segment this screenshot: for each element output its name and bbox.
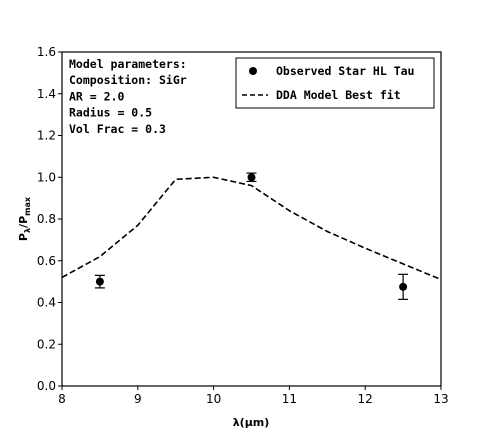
- x-tick-label: 13: [433, 392, 448, 406]
- model-parameters-annotation: Model parameters: Composition: SiGr AR = 2…: [69, 57, 187, 136]
- legend-label-model: DDA Model Best fit: [276, 88, 401, 102]
- y-tick-label: 0.0: [37, 379, 56, 393]
- y-tick-label: 0.4: [37, 296, 56, 310]
- legend-label-observed: Observed Star HL Tau: [276, 64, 414, 78]
- annotation-line: Vol Frac = 0.3: [69, 122, 166, 136]
- x-tick-label: 11: [282, 392, 297, 406]
- y-tick-label: 1.4: [37, 87, 56, 101]
- y-label-main: P: [17, 233, 30, 241]
- y-tick-label: 1.0: [37, 170, 56, 184]
- plot-frame: [61, 51, 442, 387]
- x-axis-label: λ(μm): [233, 416, 270, 429]
- observed-points-series: [94, 172, 409, 300]
- annotation-line: AR = 2.0: [69, 89, 124, 103]
- y-tick-label: 0.2: [37, 337, 56, 351]
- y-axis-ticks: 0.0 0.2 0.4 0.6 0.8 1.0 1.2 1.4 1.6: [37, 45, 62, 393]
- x-tick-label: 12: [358, 392, 373, 406]
- x-tick-label: 8: [58, 392, 66, 406]
- y-tick-label: 1.6: [37, 45, 56, 59]
- legend-box: [235, 57, 435, 109]
- y-tick-label: 0.8: [37, 212, 56, 226]
- y-label-sub2: max: [23, 196, 32, 216]
- annotation-line: Composition: SiGr: [69, 73, 187, 87]
- legend-marker-observed: [249, 67, 257, 75]
- y-label-sep: /P: [17, 216, 30, 228]
- y-axis-label: Pλ/Pmax: [17, 196, 32, 241]
- x-axis-ticks: 8 9 10 11 12 13: [58, 386, 449, 406]
- x-tick-label: 10: [206, 392, 221, 406]
- legend: Observed Star HL Tau DDA Model Best fit: [235, 57, 435, 109]
- annotation-line: Model parameters:: [69, 57, 187, 71]
- observed-point: [399, 282, 408, 291]
- observed-point: [95, 277, 104, 286]
- model-line-series: [61, 176, 442, 281]
- y-tick-label: 1.2: [37, 129, 56, 143]
- x-tick-label: 9: [134, 392, 142, 406]
- model-line: [61, 176, 442, 281]
- y-label-sub1: λ: [23, 228, 32, 233]
- y-tick-label: 0.6: [37, 254, 56, 268]
- annotation-line: Radius = 0.5: [69, 106, 152, 120]
- observed-point: [247, 173, 256, 182]
